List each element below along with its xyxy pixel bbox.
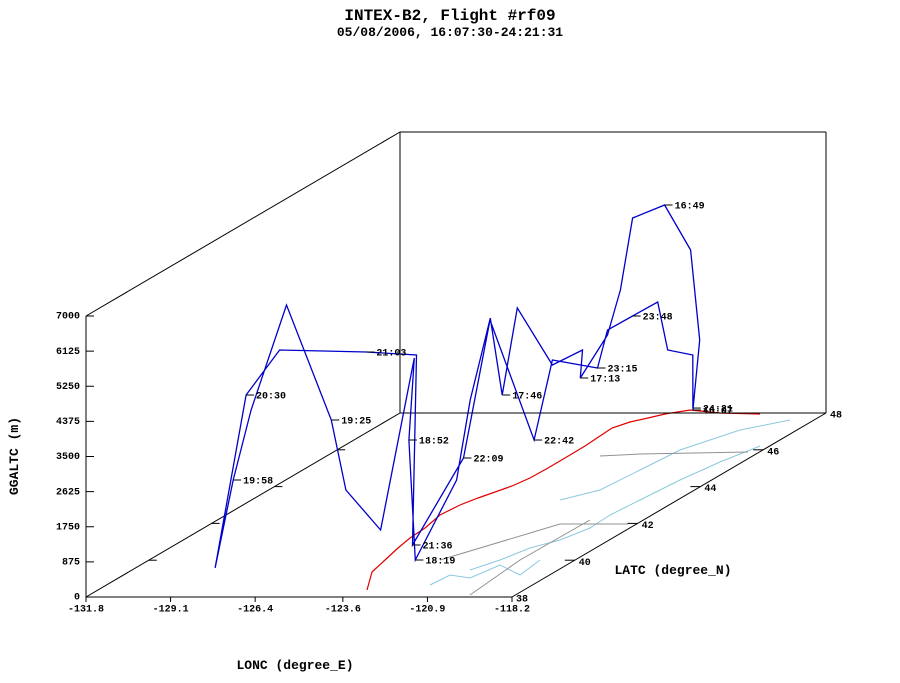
time-label: 23:48 [643, 313, 673, 324]
border [469, 519, 591, 596]
z-tick-label: 0 [74, 593, 80, 604]
time-label: 22:42 [544, 437, 574, 448]
z-tick-label: 5250 [56, 382, 80, 393]
time-label: 24:21 [703, 405, 733, 416]
time-label: 18:52 [419, 437, 449, 448]
y-tick-label: 46 [767, 447, 779, 458]
time-label: 16:49 [675, 202, 705, 213]
axis-edge [85, 412, 401, 598]
flight-track [214, 204, 701, 569]
z-axis-label: GGALTC (m) [7, 417, 22, 495]
x-tick-label: -131.8 [68, 605, 104, 616]
time-label: 17:46 [512, 392, 542, 403]
y-tick-label: 38 [516, 595, 528, 606]
z-tick-label: 1750 [56, 522, 80, 533]
axis-edge [511, 412, 827, 598]
y-tick-label: 44 [704, 484, 716, 495]
z-tick-label: 4375 [56, 417, 80, 428]
axis-edge [85, 131, 401, 317]
time-label: 23:15 [607, 365, 637, 376]
time-label: 21:36 [423, 542, 453, 553]
z-tick-label: 2625 [56, 487, 80, 498]
time-label: 18:19 [425, 557, 455, 568]
river [559, 419, 791, 501]
river [469, 445, 761, 571]
y-tick-label: 48 [830, 411, 842, 422]
z-tick-label: 875 [62, 558, 80, 569]
x-tick-label: -126.4 [237, 605, 273, 616]
x-tick-label: -120.9 [409, 605, 445, 616]
time-label: 20:30 [256, 392, 286, 403]
y-tick-label: 42 [642, 521, 654, 532]
z-tick-label: 6125 [56, 347, 80, 358]
time-label: 19:58 [243, 477, 273, 488]
x-tick-label: -118.2 [494, 605, 530, 616]
border [439, 523, 628, 561]
border [599, 451, 749, 457]
time-label: 19:25 [341, 417, 371, 428]
time-label: 21:03 [376, 349, 406, 360]
chart-title: INTEX-B2, Flight #rf09 [344, 7, 555, 25]
time-label: 17:13 [590, 375, 620, 386]
z-tick-label: 3500 [56, 452, 80, 463]
map [366, 409, 791, 596]
time-label: 22:09 [473, 455, 503, 466]
time-label: 16:07 [703, 407, 733, 418]
x-tick-label: -123.6 [325, 605, 361, 616]
chart-subtitle: 05/08/2006, 16:07:30-24:21:31 [337, 25, 563, 40]
x-axis-label: LONC (degree_E) [236, 658, 353, 673]
y-tick-label: 40 [579, 558, 591, 569]
z-tick-label: 7000 [56, 312, 80, 323]
y-axis-label: LATC (degree_N) [614, 563, 731, 578]
river [429, 559, 541, 586]
coastline [366, 409, 761, 591]
x-tick-label: -129.1 [153, 605, 189, 616]
